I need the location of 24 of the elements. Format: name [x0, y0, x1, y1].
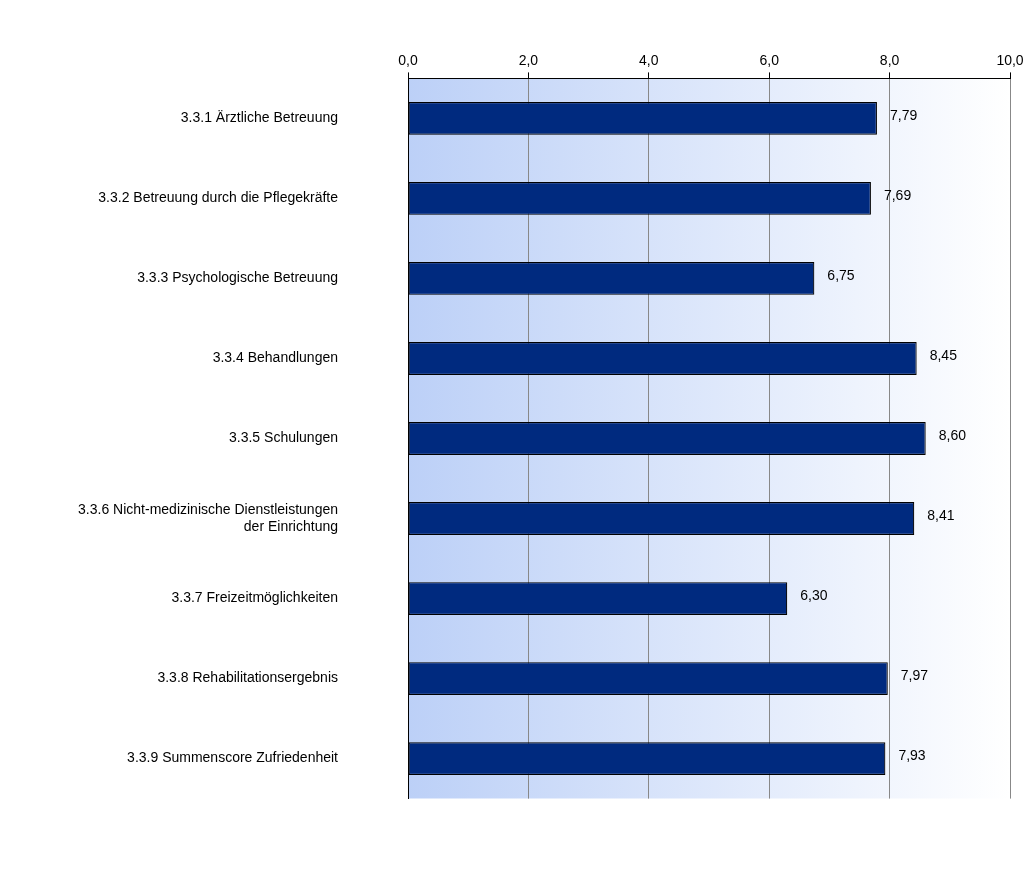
y-tick-label: 3.3.5 Schulungen [229, 429, 338, 446]
y-tick-label: 3.3.9 Summenscore Zufriedenheit [127, 749, 339, 766]
data-label: 6,75 [827, 267, 855, 284]
y-tick-label: 3.3.7 Freizeitmöglichkeiten [171, 589, 338, 606]
y-tick-label: 3.3.3 Psychologische Betreuung [137, 269, 338, 286]
data-label: 7,97 [900, 667, 929, 684]
x-tick-label: 6,0 [759, 51, 780, 68]
y-tick-label: 3.3.4 Behandlungen [212, 349, 338, 366]
data-label: 6,30 [800, 587, 828, 604]
data-label: 8,45 [929, 347, 958, 364]
data-label: 7,79 [889, 107, 918, 124]
y-tick-label: 3.3.6 Nicht-medizinische Dienstleistungen der Einrichtung [78, 500, 338, 534]
y-tick-label: 3.3.1 Ärztliche Betreuung [180, 109, 338, 126]
x-tick-label: 4,0 [639, 51, 659, 68]
x-tick-label: 2,0 [518, 51, 539, 68]
data-label: 8,60 [938, 427, 967, 444]
x-tick-label: 0,0 [398, 51, 418, 68]
data-label: 7,93 [898, 747, 926, 764]
y-tick-label: 3.3.8 Rehabilitationsergebnis [157, 669, 338, 686]
x-tick-label: 8,0 [879, 51, 900, 68]
x-tick-label: 10,0 [996, 51, 1024, 68]
y-tick-label: 3.3.2 Betreuung durch die Pflegekräfte [98, 189, 339, 206]
data-label: 8,41 [927, 507, 955, 524]
data-label: 7,69 [883, 187, 912, 204]
